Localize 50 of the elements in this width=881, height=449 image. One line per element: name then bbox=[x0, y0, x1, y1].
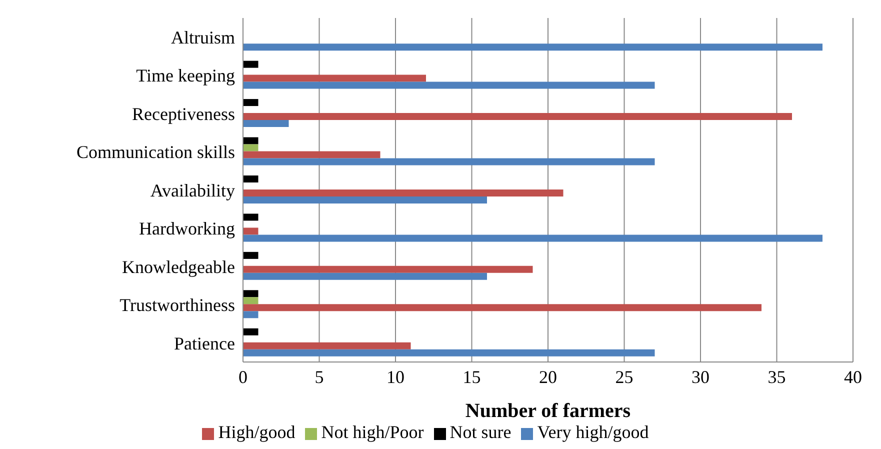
bar bbox=[243, 137, 258, 144]
x-tick-label: 20 bbox=[539, 366, 557, 387]
x-tick-label: 15 bbox=[462, 366, 481, 387]
x-tick-label: 0 bbox=[238, 366, 248, 387]
x-tick-label: 35 bbox=[768, 366, 786, 387]
bar bbox=[243, 113, 792, 120]
legend-label: Not high/Poor bbox=[321, 422, 424, 442]
bar bbox=[243, 44, 822, 51]
bar bbox=[243, 311, 258, 318]
bar bbox=[243, 151, 380, 158]
bar bbox=[243, 196, 487, 204]
x-tick-label: 40 bbox=[844, 366, 862, 387]
bar bbox=[243, 297, 258, 304]
x-tick-label: 5 bbox=[314, 366, 324, 387]
bar bbox=[243, 304, 762, 312]
x-tick-label: 30 bbox=[692, 366, 710, 387]
bar bbox=[243, 158, 655, 166]
bar bbox=[243, 99, 258, 106]
y-tick-label: Hardworking bbox=[139, 218, 235, 239]
y-tick-label: Trustworthiness bbox=[120, 295, 235, 316]
bar bbox=[243, 144, 258, 152]
y-tick-label: Receptiveness bbox=[132, 104, 235, 124]
bar bbox=[243, 349, 655, 356]
y-tick-label: Communication skills bbox=[76, 142, 235, 162]
y-tick-label: Altruism bbox=[170, 28, 235, 48]
bar bbox=[243, 228, 258, 235]
bar bbox=[243, 214, 258, 221]
bar bbox=[243, 342, 411, 350]
bar bbox=[243, 272, 487, 280]
bar bbox=[243, 120, 289, 128]
legend-label: Very high/good bbox=[537, 422, 649, 442]
bar bbox=[243, 290, 258, 298]
x-tick-label: 25 bbox=[615, 366, 634, 387]
bar bbox=[243, 266, 533, 273]
bar bbox=[243, 252, 258, 259]
y-tick-label: Availability bbox=[150, 180, 235, 200]
x-tick-label: 10 bbox=[386, 366, 404, 387]
bar bbox=[243, 234, 822, 242]
bar bbox=[243, 74, 426, 82]
bar bbox=[243, 82, 655, 89]
bar bbox=[243, 60, 258, 68]
y-tick-label: Time keeping bbox=[136, 66, 235, 86]
x-axis-title: Number of farmers bbox=[465, 400, 631, 422]
legend-label: Not sure bbox=[450, 422, 512, 442]
bar bbox=[243, 328, 258, 336]
y-tick-label: Patience bbox=[174, 333, 235, 354]
bar bbox=[243, 189, 564, 196]
bar bbox=[243, 175, 258, 182]
y-tick-label: Knowledgeable bbox=[122, 256, 235, 277]
legend-label: High/good bbox=[218, 422, 296, 442]
